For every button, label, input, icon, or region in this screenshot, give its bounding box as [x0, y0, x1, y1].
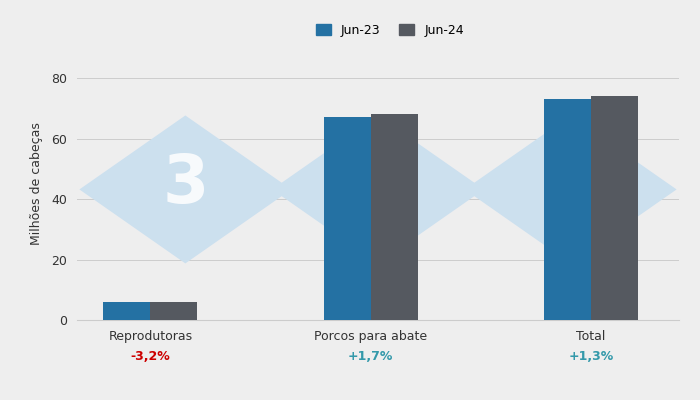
- Text: 3: 3: [355, 150, 401, 216]
- Text: +1,7%: +1,7%: [348, 350, 393, 363]
- Bar: [591, 96, 638, 320]
- Legend: Jun-23, Jun-24: Jun-23, Jun-24: [311, 19, 469, 42]
- Polygon shape: [79, 116, 291, 264]
- Bar: [371, 114, 418, 320]
- Bar: [323, 117, 371, 320]
- Bar: [544, 99, 591, 320]
- Text: +1,3%: +1,3%: [568, 350, 613, 363]
- Bar: [104, 302, 150, 320]
- Polygon shape: [272, 116, 484, 264]
- Polygon shape: [465, 116, 677, 264]
- Text: 3: 3: [162, 150, 209, 216]
- Text: 3: 3: [547, 150, 594, 216]
- Text: -3,2%: -3,2%: [130, 350, 170, 363]
- Y-axis label: Milhões de cabeças: Milhões de cabeças: [30, 122, 43, 246]
- Bar: [150, 302, 197, 320]
